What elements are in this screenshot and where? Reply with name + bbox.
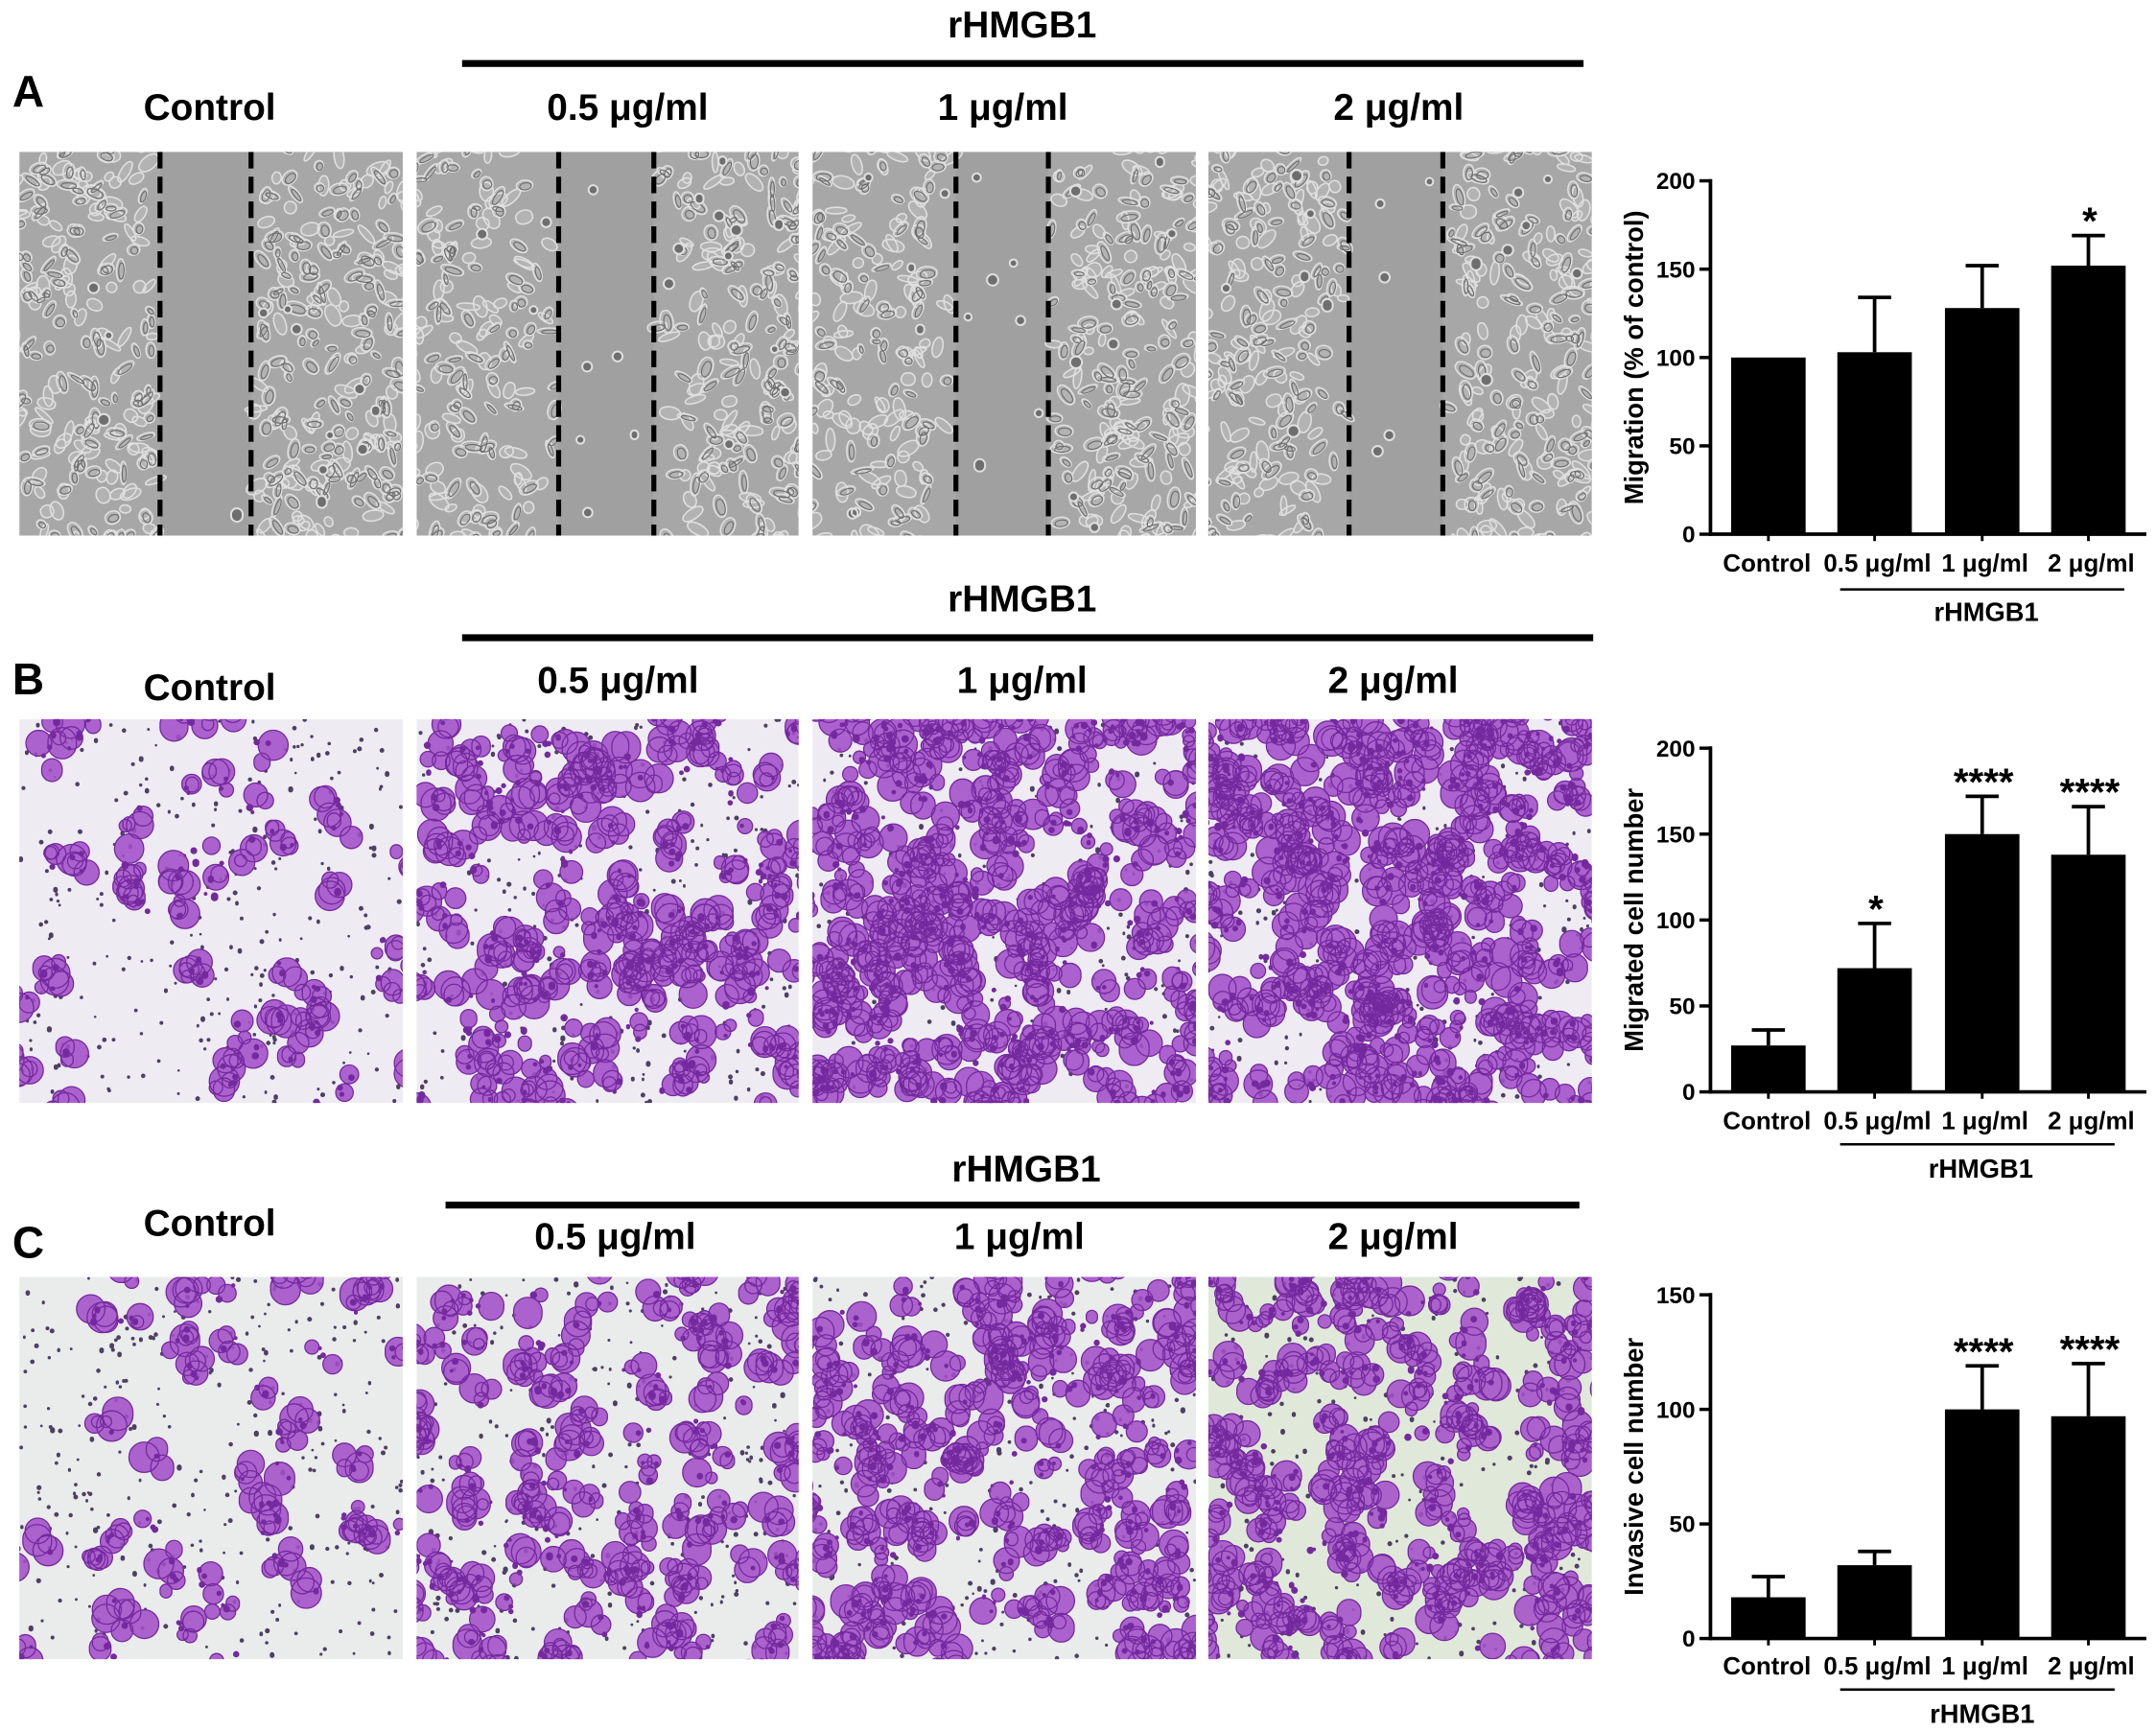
bar-1-ug-ml	[1945, 834, 2020, 1092]
wound-gap-area	[160, 152, 251, 535]
bar-2-ug-ml	[2051, 1416, 2126, 1639]
significance-label-1-ug-ml: ****	[1954, 760, 2014, 804]
y-tick-label: 200	[1656, 737, 1696, 762]
panel-letter: B	[12, 654, 44, 704]
bar-2-ug-ml	[2051, 854, 2126, 1091]
x-tick-label-0-5-ug-ml: 0.5 μg/ml	[1823, 550, 1931, 577]
treatment-group-label: rHMGB1	[948, 5, 1096, 46]
x-tick-label-0-5-ug-ml: 0.5 μg/ml	[1823, 1108, 1931, 1135]
bar-1-ug-ml	[1945, 1410, 2020, 1639]
y-tick-label: 100	[1656, 908, 1696, 934]
x-tick-label-2-ug-ml: 2 μg/ml	[2048, 1108, 2135, 1135]
y-tick-label: 150	[1656, 257, 1696, 283]
y-tick-label: 50	[1669, 434, 1695, 460]
micrograph-invasion-control	[0, 1253, 411, 1673]
column-label-2-ug-ml: 2 μg/ml	[1328, 1217, 1459, 1258]
panel-letter: C	[12, 1217, 44, 1267]
micrograph-wound-1-ug-ml	[795, 135, 1212, 550]
micrograph-migration-1-ug-ml	[779, 686, 1231, 1133]
x-tick-label-0-5-ug-ml: 0.5 μg/ml	[1823, 1653, 1931, 1680]
x-tick-label-1-ug-ml: 1 μg/ml	[1941, 550, 2028, 577]
wound-gap-area	[1349, 152, 1443, 535]
wound-gap-area	[558, 152, 653, 535]
wound-gap-area	[956, 152, 1048, 535]
micrograph-invasion-2-ug-ml	[1175, 1248, 1624, 1684]
x-tick-label-control: Control	[1722, 1108, 1811, 1135]
micrograph-wound-0-5-ug-ml	[400, 137, 812, 551]
x-tick-label-1-ug-ml: 1 μg/ml	[1941, 1653, 2028, 1680]
micrograph-invasion-1-ug-ml	[783, 1245, 1222, 1693]
treatment-group-label: rHMGB1	[951, 1149, 1100, 1190]
x-tick-label-1-ug-ml: 1 μg/ml	[1941, 1108, 2028, 1135]
x-tick-label-2-ug-ml: 2 μg/ml	[2048, 550, 2135, 577]
micrograph-wound-2-ug-ml	[1192, 135, 1608, 552]
group-label: rHMGB1	[1933, 597, 2038, 627]
group-label: rHMGB1	[1929, 1154, 2033, 1183]
micrograph-migration-0-5-ug-ml	[397, 697, 831, 1132]
significance-label-0-5-ug-ml: *	[1868, 887, 1884, 930]
y-axis-label: Invasive cell number	[1619, 1338, 1649, 1596]
y-axis-label: Migrated cell number	[1619, 788, 1649, 1052]
micrograph-migration-2-ug-ml	[1173, 688, 1627, 1133]
y-tick-label: 50	[1669, 994, 1695, 1020]
micrograph-migration-control	[0, 690, 427, 1121]
column-label-1-ug-ml: 1 μg/ml	[938, 87, 1068, 129]
y-tick-label: 100	[1656, 345, 1696, 371]
y-axis-label: Migration (% of control)	[1619, 210, 1649, 504]
column-label-0-5-ug-ml: 0.5 μg/ml	[534, 1217, 695, 1258]
micrograph-wound-control	[5, 139, 419, 554]
bar-control	[1731, 358, 1806, 534]
bar-control	[1731, 1598, 1806, 1639]
x-tick-label-control: Control	[1722, 1653, 1811, 1680]
group-label: rHMGB1	[1930, 1698, 2034, 1728]
treatment-group-bar	[462, 60, 1583, 67]
y-tick-label: 200	[1656, 169, 1696, 195]
treatment-group-label: rHMGB1	[948, 579, 1096, 620]
treatment-group-bar	[446, 1202, 1580, 1208]
column-label-1-ug-ml: 1 μg/ml	[954, 1217, 1085, 1258]
x-tick-label-control: Control	[1722, 550, 1811, 577]
column-label-2-ug-ml: 2 μg/ml	[1328, 661, 1459, 702]
y-tick-label: 0	[1682, 1626, 1696, 1652]
bar-1-ug-ml	[1945, 308, 2020, 534]
column-label-control: Control	[144, 1203, 276, 1244]
column-label-0-5-ug-ml: 0.5 μg/ml	[537, 661, 698, 702]
x-tick-label-2-ug-ml: 2 μg/ml	[2048, 1653, 2135, 1680]
significance-label-2-ug-ml: ****	[2060, 771, 2121, 814]
y-tick-label: 0	[1682, 1080, 1696, 1106]
micrograph-invasion-0-5-ug-ml	[389, 1243, 824, 1691]
column-label-control: Control	[144, 667, 276, 709]
significance-label-1-ug-ml: ****	[1954, 1330, 2014, 1373]
bar-2-ug-ml	[2051, 266, 2126, 534]
y-tick-label: 150	[1656, 1283, 1696, 1309]
bar-0-5-ug-ml	[1838, 352, 1912, 534]
column-label-2-ug-ml: 2 μg/ml	[1333, 87, 1464, 129]
treatment-group-bar	[462, 634, 1593, 641]
y-tick-label: 0	[1682, 523, 1696, 549]
panel-letter: A	[12, 66, 44, 116]
column-label-0-5-ug-ml: 0.5 μg/ml	[547, 87, 708, 129]
y-tick-label: 100	[1656, 1397, 1696, 1423]
bar-control	[1731, 1045, 1806, 1091]
column-label-control: Control	[144, 87, 276, 129]
significance-label-2-ug-ml: ****	[2060, 1327, 2121, 1370]
bar-0-5-ug-ml	[1838, 969, 1912, 1092]
bar-0-5-ug-ml	[1838, 1565, 1912, 1638]
y-tick-label: 50	[1669, 1512, 1695, 1538]
column-label-1-ug-ml: 1 μg/ml	[957, 661, 1088, 702]
significance-label-2-ug-ml: *	[2082, 199, 2097, 243]
y-tick-label: 150	[1656, 822, 1696, 848]
